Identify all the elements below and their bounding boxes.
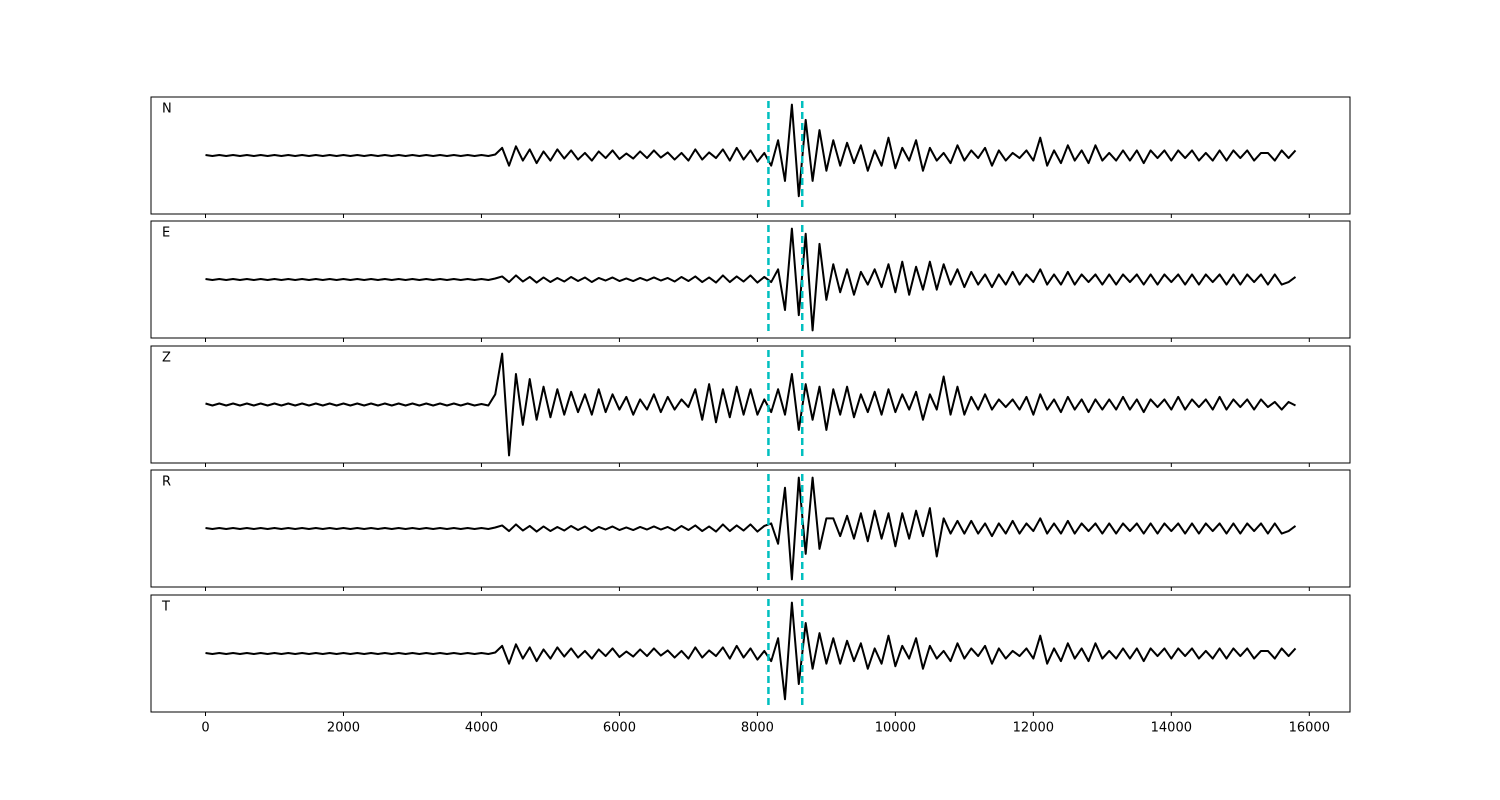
panel-label: R: [162, 475, 171, 490]
panel-label: N: [162, 102, 172, 117]
x-tick-label: 10000: [875, 721, 916, 736]
x-tick-label: 8000: [741, 721, 774, 736]
x-tick-label: 12000: [1013, 721, 1054, 736]
panel-frame: [150, 469, 1351, 588]
panel-frame: [150, 96, 1351, 215]
trace: [205, 476, 1297, 581]
trace: [205, 103, 1297, 198]
x-tick-label: 2000: [327, 721, 360, 736]
panel-label: Z: [162, 351, 171, 366]
panel-frame: [150, 345, 1351, 464]
x-tick-label: 0: [201, 721, 209, 736]
panel-frame: [150, 220, 1351, 339]
trace: [205, 352, 1296, 457]
x-tick-label: 6000: [603, 721, 636, 736]
panel-frame: [150, 594, 1351, 713]
x-tick-label: 14000: [1151, 721, 1192, 736]
x-tick-label: 16000: [1289, 721, 1330, 736]
trace: [205, 227, 1297, 332]
trace: [205, 601, 1297, 701]
panel-label: T: [161, 600, 170, 615]
panel-label: E: [162, 226, 170, 241]
x-tick-label: 4000: [465, 721, 498, 736]
